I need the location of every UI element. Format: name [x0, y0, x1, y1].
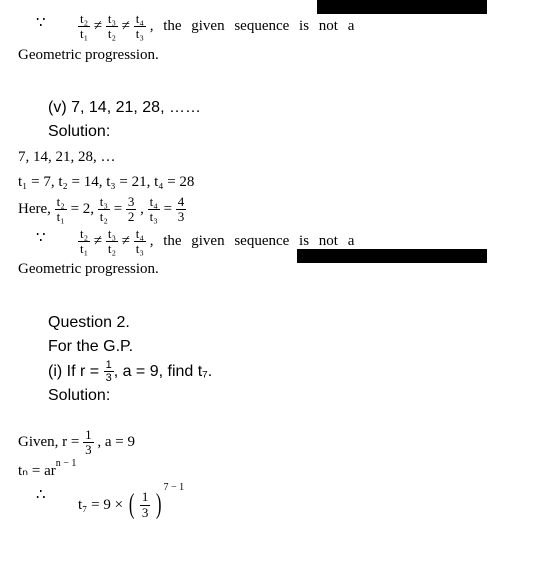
frac-t4-t3-a: t₄t₃ [134, 12, 146, 42]
frac-t3-t2-a: t₃t₂ [106, 12, 118, 42]
solution-label-v: Solution: [48, 120, 527, 144]
frac-t3-t2-b: t₃t₂ [98, 195, 110, 225]
here-label: Here, [18, 201, 55, 217]
because-symbol-1: ∵ [36, 12, 46, 35]
frac-t2-t1-a: t₂t₁ [78, 12, 90, 42]
because-symbol-2: ∵ [36, 227, 46, 250]
frac-t2-t1-c: t₂t₁ [78, 227, 90, 257]
frac-1-3-a: 13 [104, 359, 114, 384]
frac-1-3-b: 13 [83, 428, 94, 458]
tn-formula: tₙ = arn − 1 [18, 460, 527, 483]
terms-v: t₁ = 7, t₂ = 14, t₃ = 21, t₄ = 28 [18, 171, 527, 194]
q2-heading: Question 2. [48, 311, 527, 335]
paren-left-icon: ( [129, 484, 135, 526]
here-ratios-line: Here, t₂t₁ = 2, t₃t₂ = 32 , t₄t₃ = 43 [18, 195, 527, 225]
redaction-2 [297, 249, 487, 263]
solution-label-q2: Solution: [48, 384, 527, 408]
ratio-inequality-line-2: ∵ t₂t₁ ≠ t₃t₂ ≠ t₄t₃ , the given sequenc… [18, 227, 527, 257]
redaction-1 [317, 0, 487, 14]
seq-not-gp-text-1: , the given sequence is not a [150, 18, 355, 34]
ratio-inequality-line-1: ∵ t₂t₁ ≠ t₃t₂ ≠ t₄t₃ , the given sequenc… [18, 12, 527, 42]
paren-right-icon: ) [156, 484, 162, 526]
seq-v: 7, 14, 21, 28, … [18, 146, 527, 169]
frac-1-3-c: 13 [140, 490, 151, 520]
q2-subhead: For the G.P. [48, 335, 527, 359]
frac-3-2: 32 [126, 195, 137, 225]
frac-t4-t3-c: t₄t₃ [134, 227, 146, 257]
therefore-symbol: ∴ [36, 484, 46, 507]
frac-t2-t1-b: t₂t₁ [55, 195, 67, 225]
frac-4-3: 43 [176, 195, 187, 225]
gp-line-1: Geometric progression. [18, 44, 527, 67]
seq-not-gp-text-2: , the given sequence is not a [150, 233, 355, 249]
q2-part-i: (i) If r = 13, a = 9, find t₇. [48, 359, 527, 384]
given-line: Given, r = 13 , a = 9 [18, 428, 527, 458]
part-v-heading: (v) 7, 14, 21, 28, …… [48, 96, 527, 120]
frac-t4-t3-b: t₄t₃ [148, 195, 160, 225]
frac-t3-t2-c: t₃t₂ [106, 227, 118, 257]
t7-line: ∴ t₇ = 9 × ( 13 )7 − 1 [18, 484, 527, 526]
